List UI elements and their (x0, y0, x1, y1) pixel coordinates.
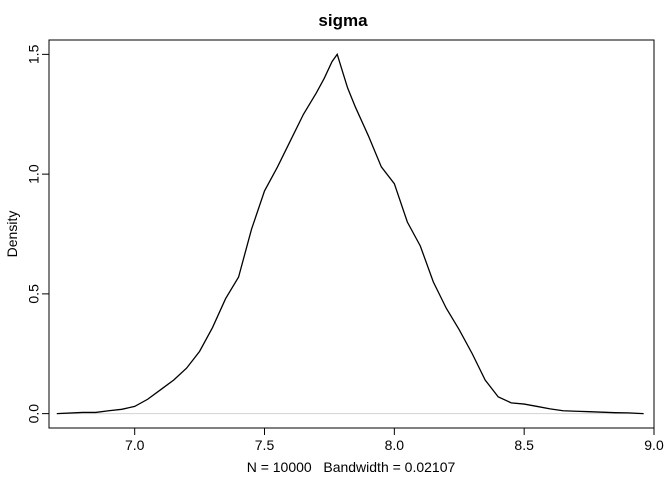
y-tick-label: 1.0 (26, 164, 42, 184)
x-tick-label: 8.0 (385, 437, 405, 453)
y-axis-label: Density (4, 211, 20, 258)
y-axis: 0.0 0.5 1.0 1.5 (26, 44, 50, 424)
chart-title: sigma (318, 11, 368, 30)
y-tick-label: 0.5 (26, 284, 42, 304)
x-tick-label: 7.5 (255, 437, 275, 453)
x-tick-label: 8.5 (514, 437, 534, 453)
x-axis: 7.0 7.5 8.0 8.5 9.0 (125, 427, 664, 453)
x-tick-label: 9.0 (644, 437, 664, 453)
x-tick-label: 7.0 (125, 437, 145, 453)
y-tick-label: 0.0 (26, 404, 42, 424)
y-tick-label: 1.5 (26, 44, 42, 64)
density-curve (56, 52, 644, 415)
x-axis-label: N = 10000 Bandwidth = 0.02107 (247, 459, 456, 475)
